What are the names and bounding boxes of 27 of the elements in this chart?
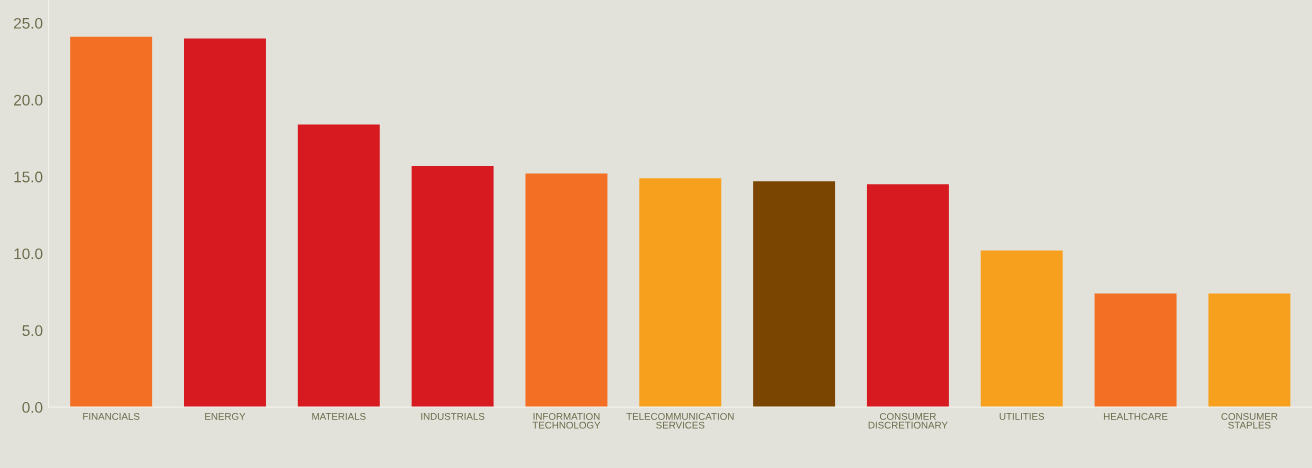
x-tick-label: MATERIALS	[312, 412, 366, 420]
bar	[980, 250, 1063, 408]
bar	[70, 36, 153, 408]
bar	[866, 184, 949, 408]
y-tick-label: 15.0	[14, 171, 43, 183]
bar	[1094, 293, 1177, 408]
bar	[411, 165, 494, 408]
bar	[184, 38, 266, 408]
bar	[753, 181, 836, 408]
y-tick-label: 10.0	[14, 248, 43, 260]
x-tick-label: TELECOMMUNICATION SERVICES	[626, 412, 734, 429]
bar	[297, 124, 380, 408]
x-tick-label: FINANCIALS	[83, 412, 140, 420]
x-tick-label: HEALTHCARE	[1103, 412, 1168, 420]
bar	[639, 178, 722, 408]
x-tick-label: CONSUMER DISCRETIONARY	[868, 412, 948, 429]
x-tick-label: UTILITIES	[999, 412, 1045, 420]
x-tick-label: CONSUMER STAPLES	[1221, 412, 1278, 429]
x-tick-label: INDUSTRIALS	[421, 412, 485, 420]
x-tick-label: INFORMATION TECHNOLOGY	[532, 412, 601, 429]
bar	[525, 173, 608, 408]
y-tick-label: 0.0	[22, 402, 43, 413]
y-tick-label: 5.0	[22, 325, 43, 337]
bar	[1208, 293, 1291, 408]
y-tick-label: 20.0	[14, 94, 43, 106]
y-tick-label: 25.0	[14, 17, 43, 29]
x-tick-label: ENERGY	[205, 412, 246, 420]
